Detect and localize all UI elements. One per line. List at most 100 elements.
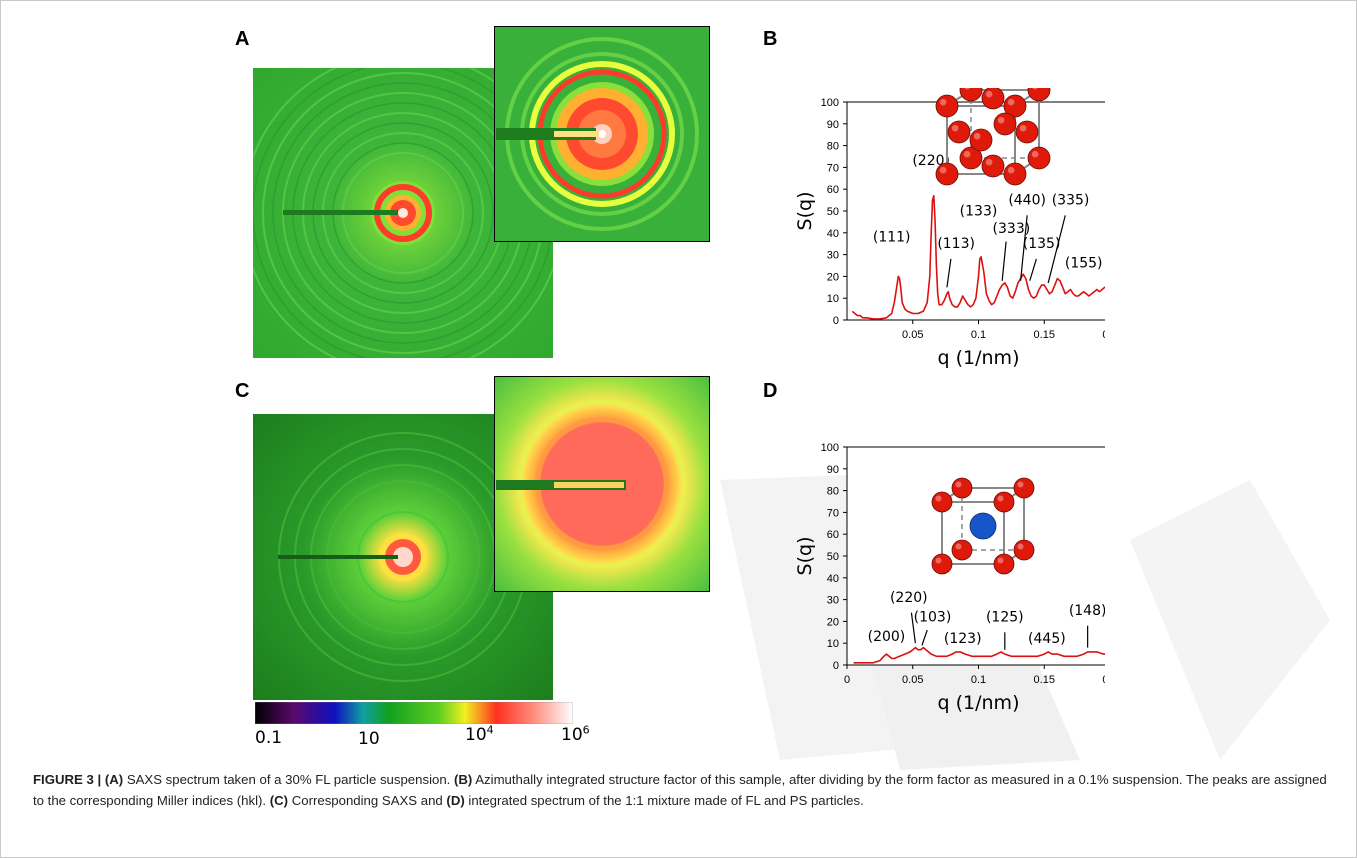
- y-tick-label: 0: [833, 315, 839, 327]
- miller-index-335: (335): [1052, 192, 1090, 208]
- caption-ref-b: (B): [454, 772, 473, 787]
- chart-b: 0 10 20 30 40 50 60 70 80 90 100 0.05 0.1 0.15 0.2 q (1…: [794, 88, 1105, 369]
- y-tick-label: 10: [827, 638, 839, 650]
- caption-ref-d: (D): [446, 792, 465, 808]
- fcc-atom-highlight: [1032, 88, 1038, 90]
- miller-index-111: (111): [873, 230, 911, 246]
- corner-atom-highlight: [1017, 543, 1024, 550]
- panel-letter-d: D: [763, 380, 778, 402]
- x-axis-label: q (1/nm): [938, 347, 1020, 369]
- fcc-atom: [1015, 120, 1039, 144]
- colorbar-label-1: 10: [358, 729, 380, 749]
- colorbar-label-3: 106: [561, 723, 590, 745]
- caption-text-c: Corresponding SAXS and: [288, 792, 447, 808]
- y-tick-label: 20: [827, 616, 839, 628]
- fcc-atom: [993, 112, 1017, 136]
- fcc-atom-highlight: [973, 132, 981, 140]
- corner-atom-highlight: [997, 557, 1004, 564]
- x-tick-label: 0.05: [902, 329, 923, 341]
- peak-pointer-line: [1029, 258, 1037, 281]
- x-tick-label: 0.2: [1102, 329, 1105, 341]
- caption-text-d: integrated spectrum of the 1:1 mixture m…: [464, 792, 864, 808]
- peak-pointer-line: [910, 612, 916, 644]
- x-tick-label: 0: [844, 674, 850, 686]
- saxs-inset-a: [494, 26, 710, 242]
- x-axis-label: q (1/nm): [938, 692, 1020, 714]
- fcc-atom-highlight: [1007, 166, 1015, 174]
- y-tick-label: 90: [827, 464, 839, 476]
- miller-index-440: (440): [1008, 192, 1046, 208]
- fcc-atom-highlight: [1007, 98, 1015, 106]
- y-tick-label: 60: [827, 184, 839, 196]
- y-tick-label: 80: [827, 141, 839, 153]
- miller-index-220: (220): [890, 590, 928, 606]
- corner-atom: [1013, 539, 1035, 561]
- caption-text-a: SAXS spectrum taken of a 30% FL particle…: [123, 772, 454, 787]
- fcc-atom-highlight: [985, 158, 993, 166]
- fcc-unit-cell: [935, 88, 1051, 186]
- fcc-atom: [959, 88, 983, 102]
- miller-index-155: (155): [1065, 256, 1103, 272]
- peak-pointer-line: [946, 258, 952, 288]
- miller-index-133: (133): [960, 203, 998, 219]
- fcc-atom: [969, 128, 993, 152]
- corner-atom-highlight: [935, 557, 942, 564]
- y-tick-label: 30: [827, 250, 839, 262]
- caption-text-b: Azimuthally integrated structure factor …: [33, 772, 1327, 808]
- fcc-atom: [959, 146, 983, 170]
- caption-ref-c: (C): [269, 792, 289, 808]
- sq-curve-d: [853, 646, 1105, 664]
- unit-cell-hidden-edge: [961, 488, 1024, 551]
- y-tick-label: 50: [827, 206, 839, 218]
- x-tick-label: 0.1: [971, 329, 986, 341]
- miller-index-148: (148): [1069, 603, 1105, 619]
- y-tick-label: 70: [827, 162, 839, 174]
- fcc-atom-highlight: [1019, 124, 1027, 132]
- fcc-atom-highlight: [963, 150, 971, 158]
- fcc-atom-highlight: [939, 166, 947, 174]
- miller-index-123: (123): [944, 631, 982, 647]
- peak-pointer-line: [1019, 215, 1028, 281]
- fcc-atom: [981, 154, 1005, 178]
- x-tick-label: 0.2: [1102, 674, 1105, 686]
- fcc-atom-highlight: [1031, 150, 1039, 158]
- fcc-atom: [981, 88, 1005, 110]
- panel-letter-a: A: [235, 28, 250, 50]
- peak-pointer-line: [1001, 241, 1007, 281]
- y-tick-label: 100: [821, 442, 839, 454]
- x-tick-label: 0.15: [1034, 674, 1055, 686]
- fcc-atom: [1027, 146, 1051, 170]
- panel-letter-c: C: [235, 380, 250, 402]
- miller-index-125: (125): [986, 609, 1024, 625]
- y-tick-label: 30: [827, 595, 839, 607]
- corner-atom: [1013, 477, 1035, 499]
- miller-index-135: (135): [1023, 236, 1061, 252]
- y-tick-label: 40: [827, 573, 839, 585]
- y-tick-label: 10: [827, 293, 839, 305]
- fcc-atom-highlight: [997, 116, 1005, 124]
- y-axis-label: S(q): [794, 192, 816, 231]
- corner-atom: [931, 491, 953, 513]
- y-tick-label: 100: [821, 97, 839, 109]
- corner-atom-highlight: [997, 495, 1004, 502]
- fcc-atom: [947, 120, 971, 144]
- miller-index-113: (113): [937, 236, 975, 252]
- colorbar-label-0: 0.1: [255, 728, 283, 748]
- corner-atom-highlight: [1017, 481, 1024, 488]
- corner-atom: [951, 539, 973, 561]
- fcc-atom: [1003, 94, 1027, 118]
- x-tick-label: 0.15: [1034, 329, 1055, 341]
- corner-atom: [931, 553, 953, 575]
- fcc-atom: [935, 94, 959, 118]
- x-tick-label: 0.1: [971, 674, 986, 686]
- figure-caption: FIGURE 3 | (A) SAXS spectrum taken of a …: [33, 770, 1333, 811]
- y-tick-label: 50: [827, 551, 839, 563]
- caption-ref-a: (A): [104, 772, 124, 787]
- y-tick-label: 90: [827, 119, 839, 131]
- miller-index-103: (103): [914, 609, 952, 625]
- corner-atom-highlight: [935, 495, 942, 502]
- corner-atom-highlight: [955, 481, 962, 488]
- y-tick-label: 0: [833, 660, 839, 672]
- x-tick-label: 0.05: [902, 674, 923, 686]
- plot-frame-d: [846, 446, 1105, 666]
